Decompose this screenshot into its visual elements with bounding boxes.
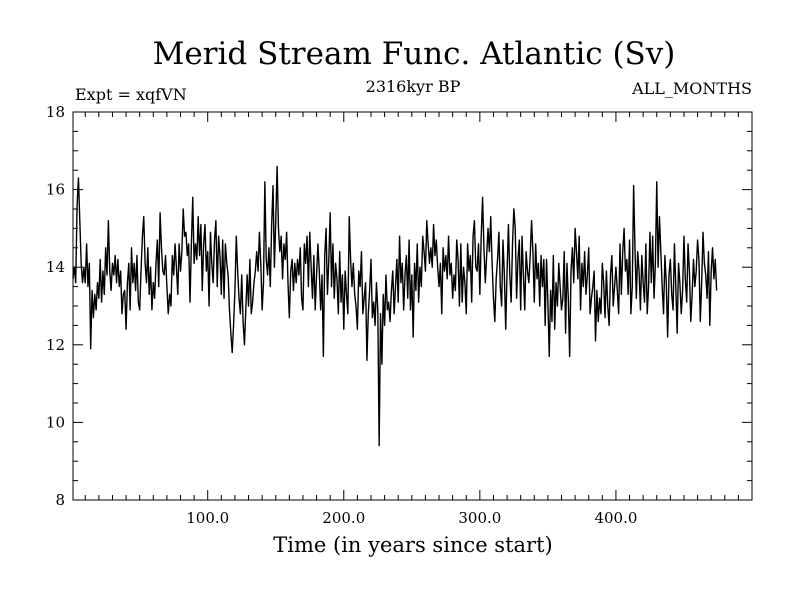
period-label: 2316kyr BP	[366, 77, 461, 96]
chart-title: Merid Stream Func. Atlantic (Sv)	[153, 36, 676, 72]
x-axis-tick-labels: 100.0 200.0 300.0 400.0	[186, 509, 637, 527]
experiment-label: Expt = xqfVN	[75, 85, 187, 104]
x-tick-label: 200.0	[322, 509, 365, 527]
x-axis-title: Time (in years since start)	[273, 533, 552, 557]
y-tick-label: 14	[46, 258, 65, 276]
y-axis-tick-labels: 8 10 12 14 16 18	[46, 103, 65, 509]
x-tick-label: 300.0	[458, 509, 501, 527]
y-tick-label: 18	[46, 103, 65, 121]
y-tick-label: 12	[46, 336, 65, 354]
y-tick-label: 16	[46, 181, 65, 199]
y-tick-label: 8	[55, 491, 65, 509]
x-tick-label: 400.0	[594, 509, 637, 527]
months-label: ALL_MONTHS	[631, 79, 752, 98]
y-tick-label: 10	[46, 413, 65, 431]
axis-ticks	[73, 111, 752, 501]
x-tick-label: 100.0	[186, 509, 229, 527]
series-line	[72, 165, 718, 447]
